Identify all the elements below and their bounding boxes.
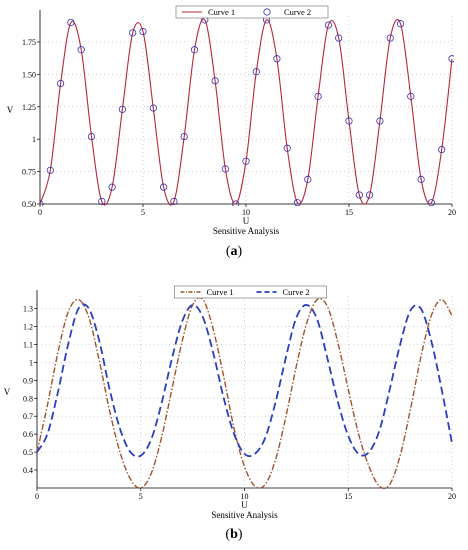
curve-2-marker: [273, 55, 281, 63]
curve-2-marker: [118, 105, 127, 113]
series-line-1: [40, 18, 453, 206]
curve-2-marker: [46, 166, 54, 174]
x-tick-label: 20: [448, 492, 456, 501]
curve-2-marker: [355, 191, 363, 199]
y-tick-label: 1.25: [22, 103, 36, 112]
x-axis-sublabel: Sensitive Analysis: [213, 226, 280, 236]
curve-2-marker: [252, 68, 260, 76]
curve-2-marker: [365, 191, 374, 199]
curve-2-marker: [293, 199, 302, 206]
legend-label: Curve 1: [208, 7, 235, 17]
curve-2-marker: [417, 175, 425, 183]
legend: Curve 1 Curve 2: [174, 285, 327, 299]
y-tick-label: 1.3: [23, 305, 33, 314]
x-tick-label: 20: [448, 208, 456, 217]
chart-panel-a: 0 5 10 15 20 0.50 0.75 1 1.25 1.50 1.75 USensitive …: [7, 5, 456, 236]
curve-2-marker: [221, 165, 229, 173]
curve-2-marker: [87, 132, 96, 141]
x-axis-sublabel: Sensitive Analysis: [211, 510, 278, 520]
x-tick-label: 10: [242, 208, 250, 217]
series-group: [40, 16, 454, 206]
legend: Curve 1 Curve 2: [175, 5, 329, 19]
curve-2-marker: [448, 55, 454, 63]
x-tick-label: 0: [35, 492, 39, 501]
curve-2-marker: [67, 18, 75, 27]
x-tick-label: 5: [141, 208, 145, 217]
x-tick-label: 0: [38, 208, 42, 217]
chart-panel-b: 0 5 10 15 20 0.4 0.5 0.6 0.7 0.8 0.9 1 1.1 1.2 1.3 USen…: [4, 285, 456, 520]
curve-2-marker: [190, 46, 199, 54]
y-tick-label: 1.2: [23, 323, 33, 332]
curve-2-marker: [232, 200, 240, 206]
legend-box: [175, 5, 329, 19]
curve-2-marker: [304, 175, 312, 183]
y-tick-label: 1: [32, 135, 36, 144]
series-line-1: [37, 296, 453, 490]
curve-2-marker: [335, 34, 343, 42]
curve-2-marker: [396, 20, 405, 28]
y-tick-label: 0.75: [22, 168, 36, 177]
y-tick-label: 0.5: [23, 448, 33, 457]
x-axis-label: U: [241, 500, 248, 510]
curve-2-marker: [180, 132, 188, 141]
curve-2-marker: [108, 183, 116, 191]
curve-2-marker: [438, 145, 446, 154]
panel-b-caption: (b): [225, 527, 243, 542]
legend-box: [174, 285, 327, 299]
y-tick-label: 1.50: [22, 70, 36, 79]
y-axis-label: V: [4, 387, 11, 397]
curve-2-marker: [407, 92, 415, 100]
series-line-2: [37, 303, 453, 458]
curve-2-marker: [98, 197, 106, 206]
curve-2-marker: [324, 21, 332, 29]
legend-label: Curve 1: [207, 287, 234, 297]
x-axis-label: U: [243, 216, 250, 226]
curve-2-marker: [160, 183, 168, 191]
curve-2-marker: [129, 29, 137, 37]
y-tick-label: 1: [29, 358, 33, 367]
curve-2-marker: [40, 200, 44, 206]
y-tick-label: 1.75: [22, 38, 36, 47]
curve-2-marker: [345, 117, 353, 125]
curve-2-marker: [149, 104, 157, 112]
curve-2-marker: [314, 92, 322, 100]
y-tick-label: 0.50: [22, 200, 36, 209]
x-tick-label: 5: [139, 492, 143, 501]
y-tick-label: 0.6: [23, 430, 33, 439]
curve-2-marker: [242, 157, 250, 165]
y-tick-label: 1.1: [23, 340, 33, 349]
y-tick-label: 0.9: [23, 376, 33, 385]
curve-2-marker: [386, 34, 394, 42]
legend-swatch: [263, 8, 271, 16]
x-tick-label: 10: [241, 492, 249, 501]
legend-label: Curve 2: [284, 7, 311, 17]
y-tick-label: 0.4: [23, 466, 33, 475]
y-tick-label: 0.8: [23, 394, 33, 403]
curve-2-marker: [170, 197, 178, 206]
curve-2-marker: [77, 46, 85, 54]
x-tick-label: 15: [344, 492, 352, 501]
y-axis-label: V: [7, 105, 14, 115]
curve-2-marker: [211, 77, 219, 85]
curve-2-marker: [56, 79, 65, 88]
series-group: [37, 296, 453, 490]
panel-a-caption: (a): [225, 244, 243, 259]
y-tick-label: 0.7: [23, 412, 33, 421]
curve-2-marker: [283, 144, 291, 152]
curve-2-marker: [376, 117, 384, 125]
curve-2-marker: [427, 199, 435, 206]
curve-2-marker: [139, 27, 147, 36]
x-tick-label: 15: [345, 208, 353, 217]
legend-label: Curve 2: [283, 287, 310, 297]
